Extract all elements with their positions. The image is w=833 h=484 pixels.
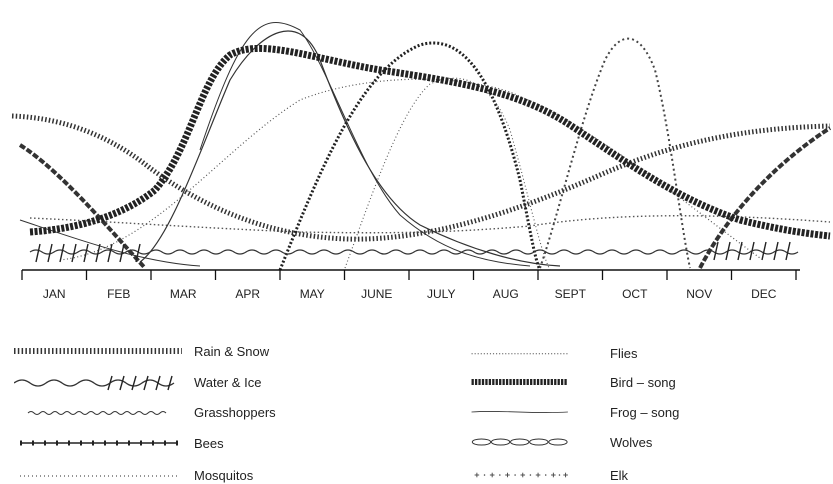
wolves-curve-right [698, 126, 832, 269]
mosquitos-swatch [20, 475, 178, 477]
grasshoppers-curve [139, 30, 561, 267]
legend-label-bees: Bees [194, 435, 224, 451]
legend-label-elk: Elk [610, 467, 629, 483]
month-label: MAR [170, 287, 197, 300]
month-label: JUNE [361, 287, 392, 300]
month-label: JULY [427, 287, 455, 300]
legend-label-rain-snow: Rain & Snow [194, 343, 270, 359]
legend-item-water-ice: Water & Ice [14, 373, 261, 391]
ice-ticks-right [713, 241, 791, 261]
month-label: DEC [751, 287, 777, 300]
flies-swatch [471, 353, 568, 355]
legend-item-wolves: Wolves [470, 433, 652, 451]
rain-snow-curve [11, 113, 831, 242]
legend-item-grasshoppers: Grasshoppers [14, 403, 276, 421]
wolves-curve-left [18, 143, 147, 270]
month-label: FEB [107, 287, 130, 300]
month-label: SEPT [555, 287, 587, 300]
month-ticks [21, 270, 797, 280]
month-label: AUG [493, 287, 519, 300]
month-label: MAY [300, 287, 325, 300]
legend-item-elk: Elk [470, 466, 628, 484]
bees-curve [278, 41, 542, 271]
legend-label-mosquitos: Mosquitos [194, 467, 254, 483]
month-label: JAN [43, 287, 66, 300]
legend-label-frog-song: Frog – song [610, 404, 680, 420]
elk-swatch [474, 472, 568, 478]
legend-item-rain-snow: Rain & Snow [14, 342, 269, 360]
legend-item-bird-song: Bird – song [470, 373, 676, 391]
legend-label-flies: Flies [610, 345, 638, 361]
water-ice-curve [29, 249, 799, 255]
seasonal-activity-diagram: JAN FEB MAR APR MAY JUNE JULY AUG SEPT OCT NOV DEC [11, 22, 832, 300]
month-labels: JAN FEB MAR APR MAY JUNE JULY AUG SEPT OCT NOV DEC [43, 287, 777, 300]
rain-snow-swatch [14, 348, 182, 354]
legend-item-frog-song: Frog – song [470, 403, 679, 421]
legend-label-grasshoppers: Grasshoppers [194, 404, 276, 420]
legend-label-bird-song: Bird – song [610, 374, 676, 390]
legend-label-wolves: Wolves [610, 434, 653, 450]
month-label: OCT [622, 287, 648, 300]
legend-label-water-ice: Water & Ice [194, 374, 262, 390]
water-ice-swatch [14, 375, 175, 391]
ice-ticks-left [35, 243, 141, 263]
flies-curve [29, 215, 831, 234]
mosquitos-curve [59, 78, 761, 261]
bird-song-swatch [471, 378, 568, 386]
mosquitos-late-curve [344, 77, 551, 271]
month-label: APR [235, 287, 260, 300]
frog-song-swatch [471, 410, 568, 414]
legend-item-mosquitos: Mosquitos [14, 466, 253, 484]
wolves-swatch [471, 438, 568, 446]
frog-song-curve [19, 22, 531, 267]
legend-item-flies: Flies [470, 344, 637, 362]
bird-song-curve [29, 45, 831, 240]
elk-curve [539, 37, 691, 269]
legend-item-bees: Bees [14, 434, 224, 452]
grasshoppers-swatch [27, 411, 167, 415]
month-label: NOV [686, 287, 712, 300]
bees-swatch [20, 440, 178, 446]
